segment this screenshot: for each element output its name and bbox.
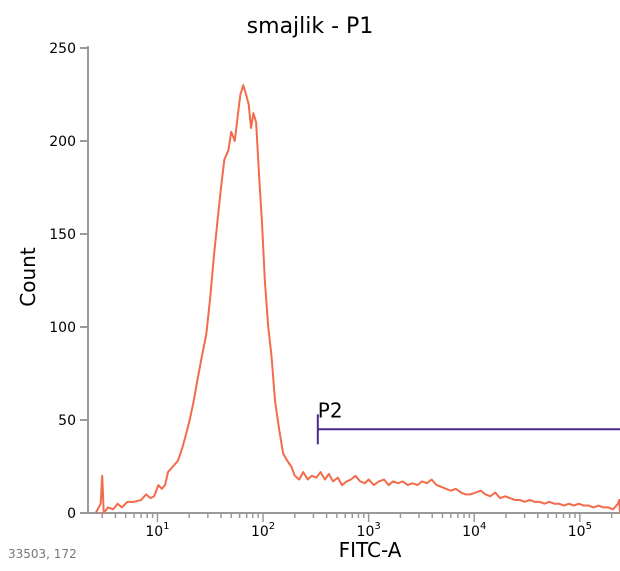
x-axis-ticks: 101 102 103 104 105 [101,513,613,540]
gate-p2[interactable]: P2 [316,398,620,445]
y-tick-label: 200 [49,134,76,150]
plot-area [94,84,620,514]
x-tick-label: 104 [462,521,486,540]
y-axis-ticks: 0 50 100 150 200 250 [49,41,88,522]
y-tick-label: 0 [67,506,76,522]
x-tick-label: 105 [568,521,592,540]
axes [87,46,620,514]
y-tick-label: 100 [49,320,76,336]
x-axis-label: FITC-A [338,538,402,562]
chart-title: smajlik - P1 [246,14,374,39]
gate-p2-label: P2 [318,398,343,422]
y-tick-label: 250 [49,41,76,57]
x-tick-label: 101 [145,521,169,540]
y-tick-label: 50 [58,413,76,429]
y-axis-label: Count [16,247,40,307]
histogram-series-line [94,84,620,514]
x-tick-label: 102 [251,521,275,540]
x-tick-label: 103 [357,521,381,540]
y-tick-label: 150 [49,227,76,243]
event-count-readout: 33503, 172 [8,547,77,561]
